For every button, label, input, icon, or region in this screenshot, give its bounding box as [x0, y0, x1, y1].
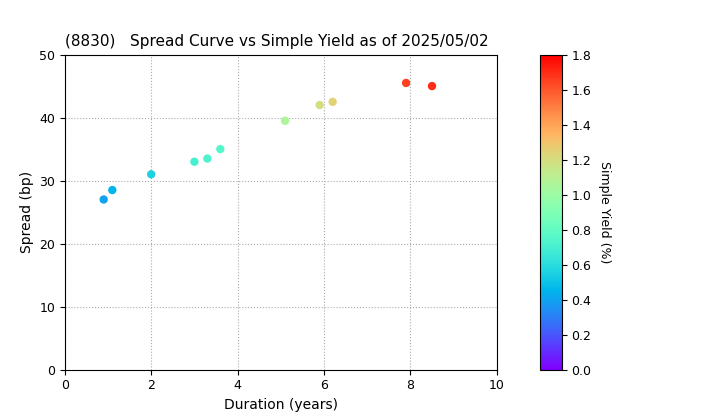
X-axis label: Duration (years): Duration (years) — [224, 398, 338, 412]
Point — [279, 117, 291, 124]
Y-axis label: Simple Yield (%): Simple Yield (%) — [598, 161, 611, 263]
Text: (8830)   Spread Curve vs Simple Yield as of 2025/05/02: (8830) Spread Curve vs Simple Yield as o… — [65, 34, 488, 49]
Point — [314, 102, 325, 108]
Point — [215, 146, 226, 152]
Point — [98, 196, 109, 203]
Point — [107, 186, 118, 193]
Point — [400, 80, 412, 87]
Point — [145, 171, 157, 178]
Point — [426, 83, 438, 89]
Point — [327, 98, 338, 105]
Y-axis label: Spread (bp): Spread (bp) — [19, 171, 34, 253]
Point — [189, 158, 200, 165]
Point — [202, 155, 213, 162]
